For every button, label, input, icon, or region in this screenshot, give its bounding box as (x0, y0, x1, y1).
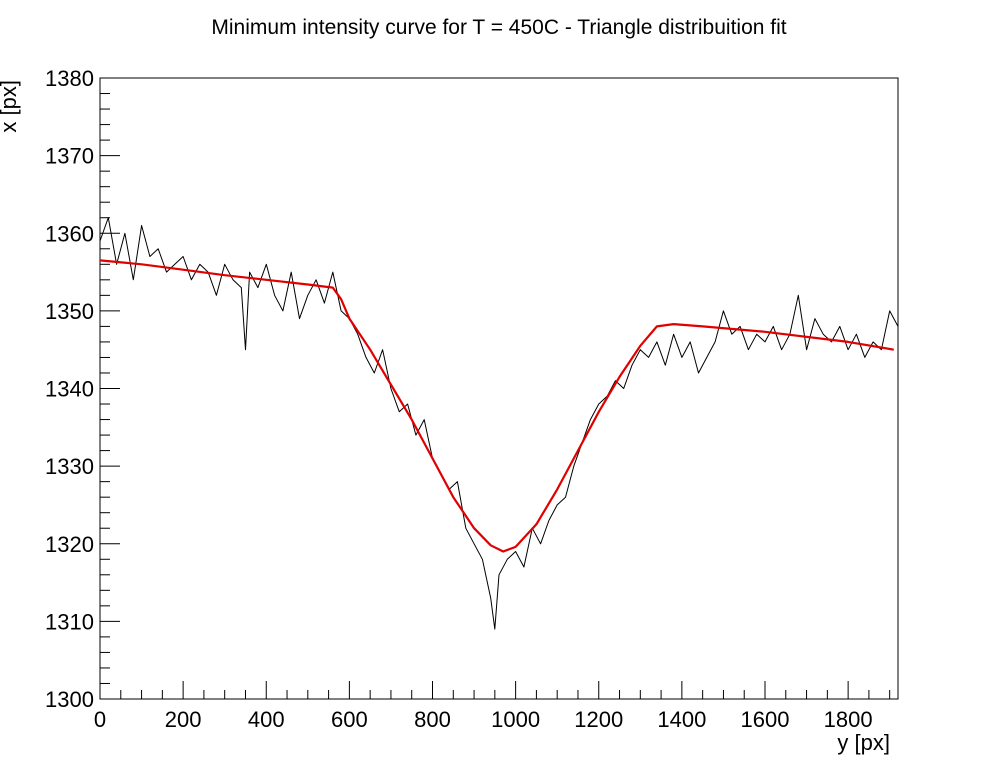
y-tick-label: 1310 (45, 609, 94, 634)
x-tick-label: 1200 (574, 707, 623, 732)
x-tick-label: 600 (331, 707, 368, 732)
fit-line (99, 259, 894, 553)
plot-frame (99, 77, 899, 700)
chart-title: Minimum intensity curve for T = 450C - T… (211, 16, 786, 39)
series-layer (99, 217, 899, 630)
y-tick-label: 1330 (45, 454, 94, 479)
y-tick-label: 1380 (45, 66, 94, 91)
x-tick-label: 200 (165, 707, 202, 732)
x-axis-ticks: 0 200 400 600 800 1000 1200 1400 1600 1800 (94, 681, 891, 732)
x-tick-label: 1600 (741, 707, 790, 732)
x-tick-label: 1000 (491, 707, 540, 732)
x-tick-label: 400 (248, 707, 285, 732)
x-tick-label: 0 (94, 707, 106, 732)
x-tick-label: 1800 (824, 707, 873, 732)
x-tick-label: 1400 (657, 707, 706, 732)
x-tick-label: 800 (414, 707, 451, 732)
data-line (99, 217, 899, 630)
x-axis-label: y [px] (837, 730, 890, 755)
y-tick-label: 1300 (45, 687, 94, 712)
y-axis-label: x [px] (0, 80, 21, 133)
y-tick-label: 1350 (45, 299, 94, 324)
y-tick-label: 1320 (45, 532, 94, 557)
y-tick-label: 1370 (45, 144, 94, 169)
y-tick-label: 1360 (45, 221, 94, 246)
y-axis-ticks: 1300 1310 1320 1330 1340 1350 1360 1370 1380 (45, 66, 120, 712)
y-tick-label: 1340 (45, 377, 94, 402)
